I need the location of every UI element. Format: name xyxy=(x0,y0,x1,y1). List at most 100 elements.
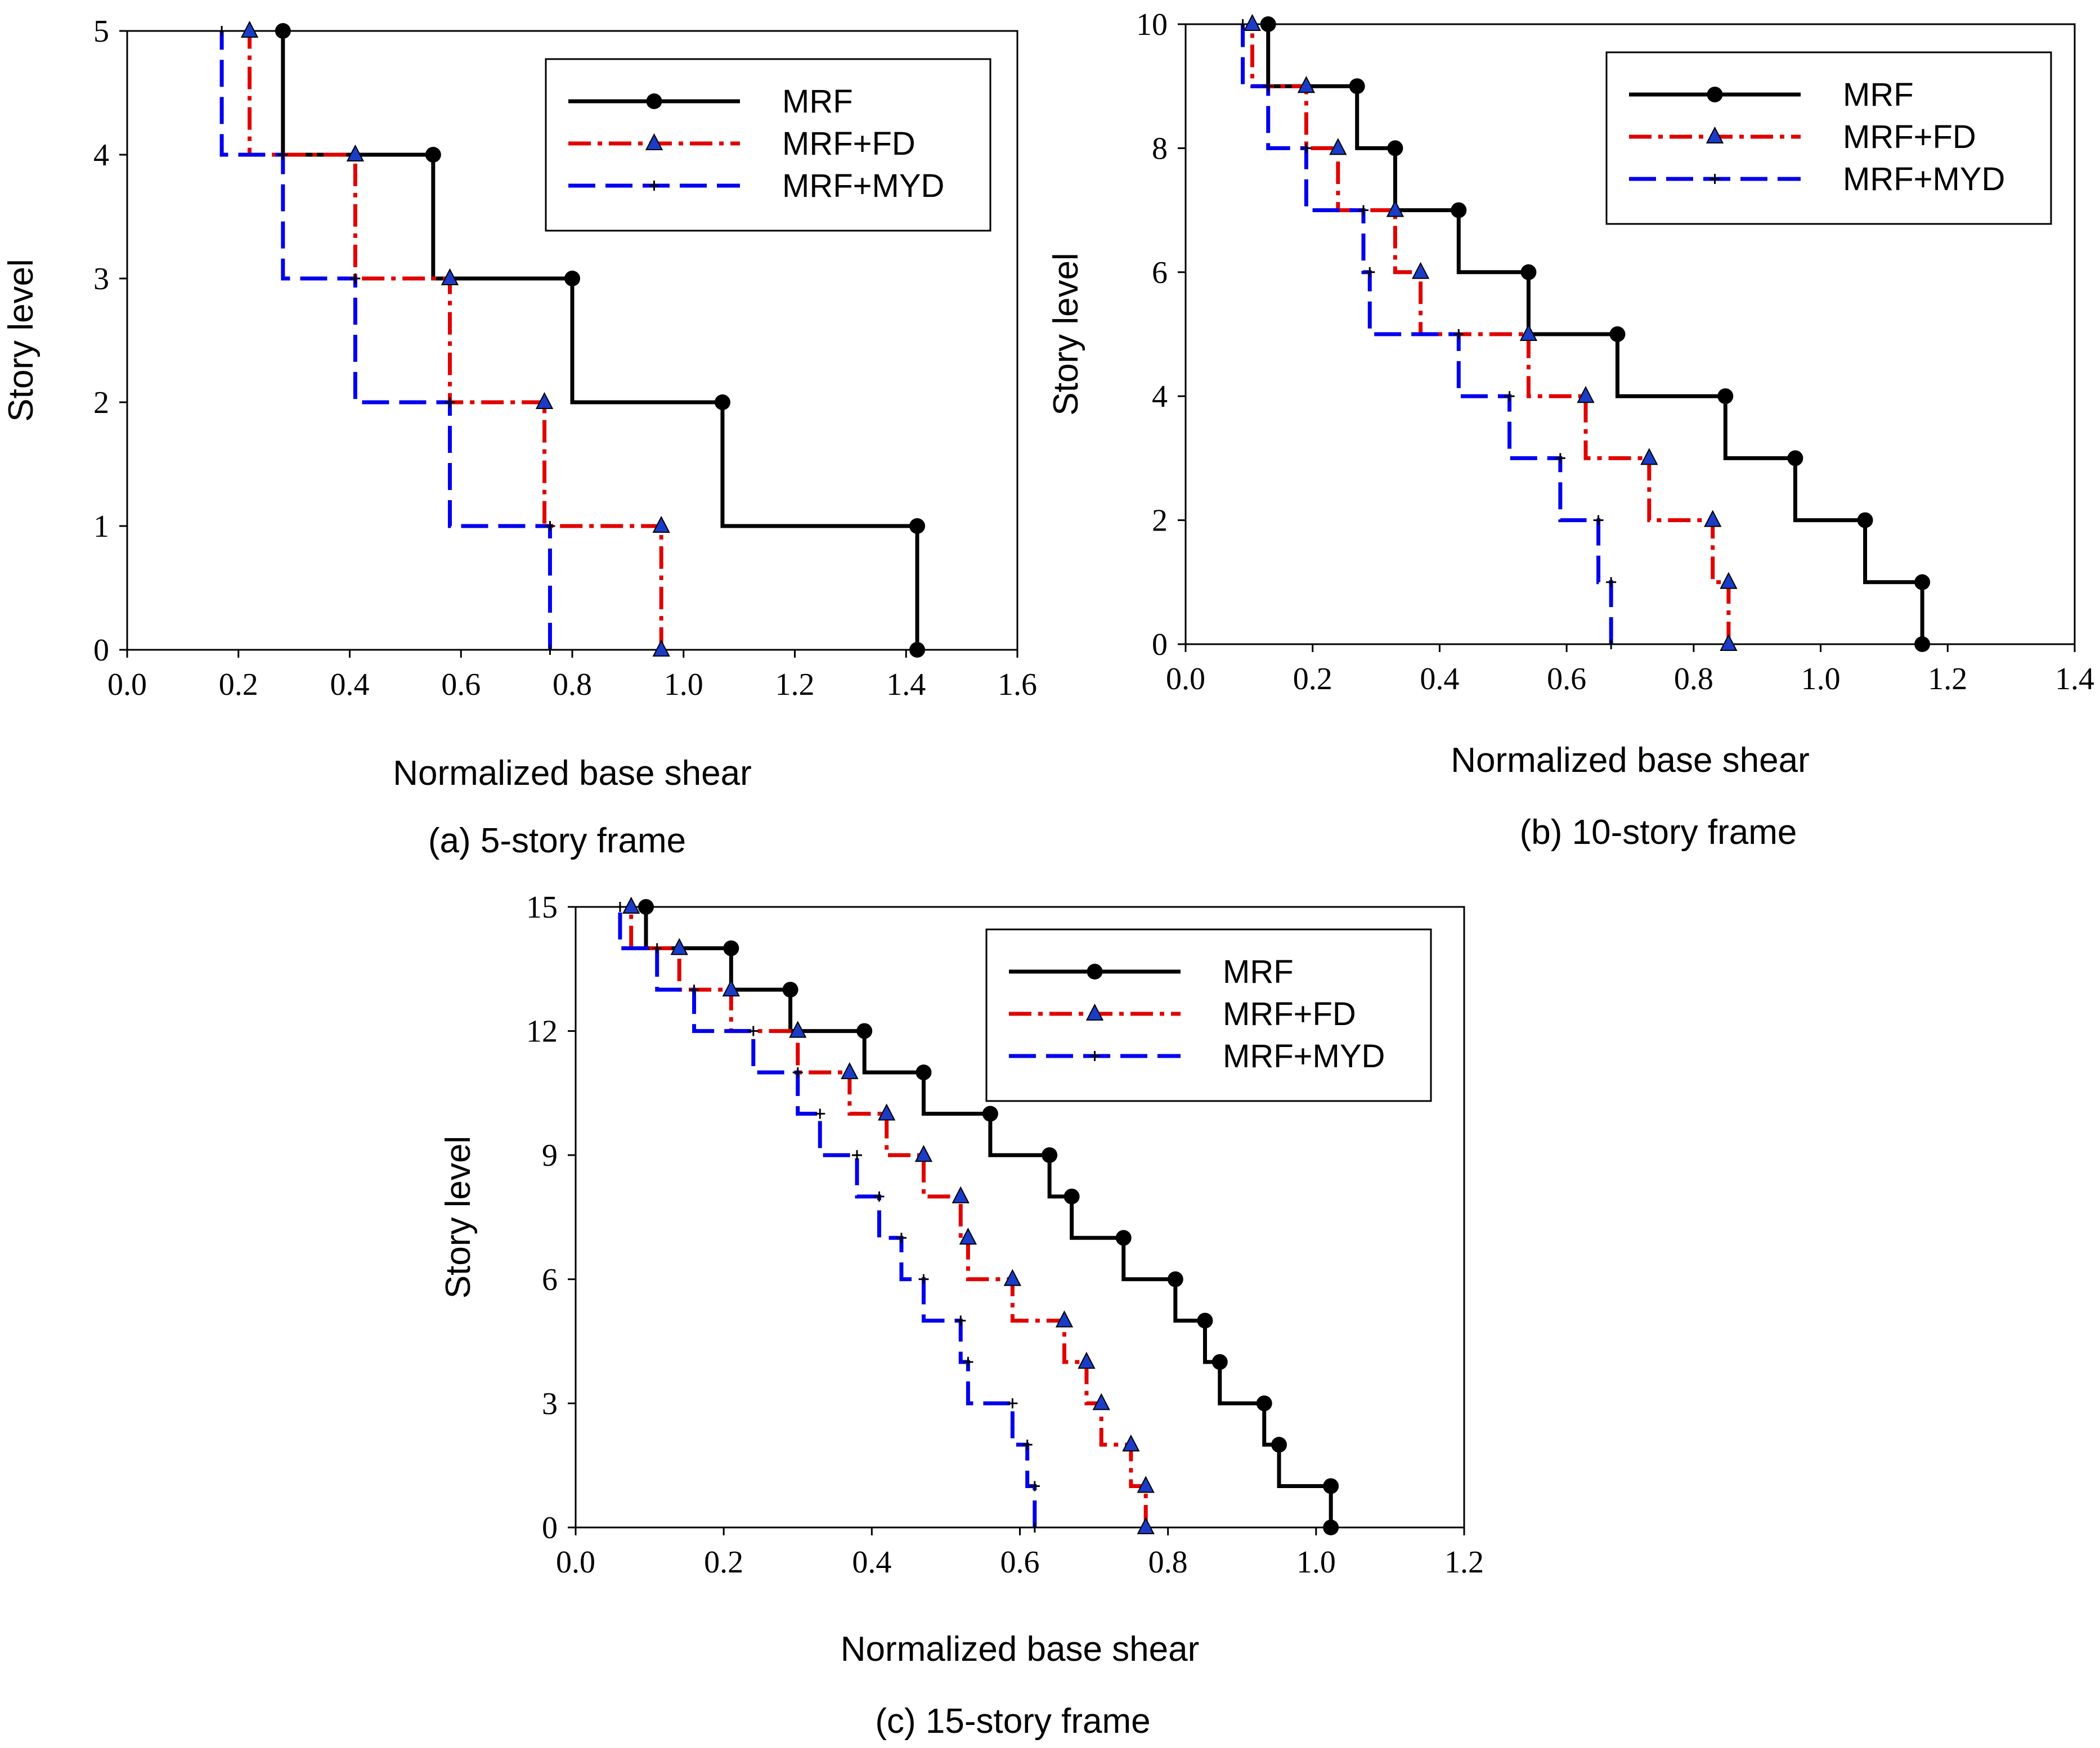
x-tick-label: 0.2 xyxy=(219,667,258,702)
data-point xyxy=(952,1186,970,1203)
data-point xyxy=(1022,1439,1033,1450)
data-point xyxy=(789,1021,807,1038)
data-point xyxy=(1029,1522,1040,1533)
legend-label: MRF+MYD xyxy=(1843,161,2005,197)
y-tick-label: 4 xyxy=(1152,379,1168,414)
data-point xyxy=(1137,1476,1155,1493)
data-point xyxy=(1787,450,1803,466)
data-point xyxy=(1122,1434,1140,1452)
y-tick-label: 4 xyxy=(93,138,109,173)
data-point xyxy=(1386,200,1405,217)
series-line xyxy=(219,31,552,650)
data-point xyxy=(852,1150,863,1161)
data-point xyxy=(1717,388,1734,405)
data-point xyxy=(1329,138,1347,155)
legend-marker xyxy=(1085,1003,1104,1021)
chart-10-story: 0.0 0.2 0.4 0.6 0.8 1.0 1.2 1.4 0 2 4 6 8 10 Normalize… xyxy=(1047,7,2094,852)
legend-marker xyxy=(1707,87,1723,102)
data-point xyxy=(1387,140,1403,156)
legend-label: MRF+FD xyxy=(782,125,916,162)
plot-frame xyxy=(1184,23,2076,645)
x-tick-label: 1.0 xyxy=(1296,1545,1336,1580)
data-point xyxy=(441,268,459,285)
y-tick-label: 2 xyxy=(1152,504,1168,538)
data-point xyxy=(275,23,291,39)
data-point xyxy=(445,397,455,407)
x-tick-label: 1.4 xyxy=(2055,662,2094,696)
data-point xyxy=(1197,1313,1213,1329)
data-point xyxy=(1237,19,1248,29)
legend-label: MRF+FD xyxy=(1843,119,1976,155)
data-point xyxy=(748,1026,759,1036)
x-tick-label: 0.4 xyxy=(330,667,370,702)
legend-label: MRF+MYD xyxy=(782,168,944,204)
data-point xyxy=(1271,1436,1287,1453)
data-point xyxy=(652,943,662,954)
y-tick-label: 1 xyxy=(93,509,109,544)
legend: MRF MRF+FD MRF+MYD xyxy=(1605,51,2052,225)
series-line xyxy=(1241,24,1613,644)
data-point xyxy=(535,392,554,409)
legend-label: MRF xyxy=(1843,77,1914,113)
series-mrf xyxy=(1260,16,1931,652)
data-point xyxy=(909,518,926,534)
x-tick-label: 0.4 xyxy=(1420,662,1459,696)
data-point xyxy=(346,144,365,161)
data-point xyxy=(896,1233,907,1243)
data-point xyxy=(1256,1395,1272,1412)
data-point xyxy=(1504,391,1515,402)
data-point xyxy=(1857,512,1873,528)
y-tick-label: 8 xyxy=(1152,131,1168,166)
x-axis-title: Normalized base shear xyxy=(393,754,752,793)
data-point xyxy=(1520,264,1537,280)
y-tick-label: 3 xyxy=(542,1386,558,1421)
data-point xyxy=(545,521,555,531)
data-point xyxy=(1137,1517,1155,1534)
legend-marker xyxy=(649,181,659,191)
data-point xyxy=(1609,326,1626,342)
data-point xyxy=(1243,14,1262,31)
data-point xyxy=(425,147,441,163)
y-tick-label: 2 xyxy=(93,385,109,420)
y-tick-label: 0 xyxy=(93,633,109,668)
data-point xyxy=(909,642,926,658)
series-mrf xyxy=(638,899,1339,1535)
data-point xyxy=(874,1191,885,1202)
data-point xyxy=(1029,1481,1040,1491)
y-tick-label: 9 xyxy=(542,1138,558,1173)
y-tick-label: 6 xyxy=(1152,255,1168,290)
y-tick-label: 0 xyxy=(542,1511,558,1545)
data-point xyxy=(955,1315,966,1326)
data-point xyxy=(1365,267,1375,277)
series-line xyxy=(1250,24,1731,644)
y-tick-label: 0 xyxy=(1152,627,1168,662)
data-point xyxy=(1323,1478,1339,1494)
data-point xyxy=(689,985,699,995)
data-point xyxy=(1606,639,1617,649)
data-point xyxy=(1914,574,1931,590)
legend: MRF MRF+FD MRF+MYD xyxy=(545,58,991,232)
y-axis-title: Story level xyxy=(1047,253,1085,415)
data-point xyxy=(1003,1269,1021,1286)
data-point xyxy=(714,394,730,410)
legend-marker xyxy=(1709,174,1720,184)
x-tick-label: 0.6 xyxy=(441,667,481,702)
data-point xyxy=(918,1274,929,1284)
data-point xyxy=(1007,1398,1018,1409)
data-point xyxy=(240,20,259,38)
legend-label: MRF xyxy=(782,83,853,120)
series-line xyxy=(629,907,1148,1527)
data-point xyxy=(1055,1310,1074,1328)
chart-caption: (a) 5-story frame xyxy=(428,821,686,860)
data-point xyxy=(1451,202,1467,218)
series-mrf-fd xyxy=(622,896,1155,1534)
legend-marker xyxy=(645,133,663,150)
series-line xyxy=(248,31,663,650)
data-point xyxy=(815,1108,825,1119)
data-point xyxy=(1115,1230,1132,1246)
data-point xyxy=(982,1106,998,1122)
data-point xyxy=(914,1145,933,1162)
series-mrf-myd xyxy=(614,902,1040,1533)
data-point xyxy=(1092,1393,1110,1410)
x-tick-label: 0.6 xyxy=(1547,662,1586,696)
